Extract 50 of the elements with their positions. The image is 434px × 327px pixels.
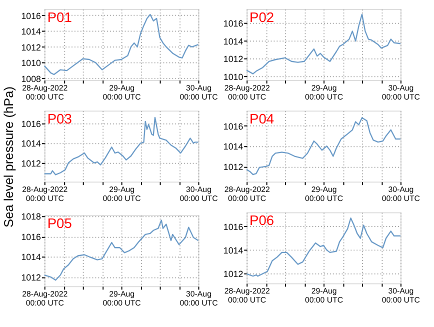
x-tick-label: 30-Aug 00:00 UTC — [382, 83, 420, 102]
x-tick-label: 29-Aug 00:00 UTC — [102, 290, 142, 308]
x-tick-label: 30-Aug 00:00 UTC — [180, 290, 218, 308]
y-tick-label: 1012 — [223, 162, 244, 172]
line-series — [44, 14, 199, 76]
y-tick-label: 1016 — [223, 18, 244, 29]
chart-title: P04 — [250, 111, 274, 126]
y-tick-label: 1010 — [21, 58, 41, 68]
y-tick-label: 1012 — [223, 269, 244, 280]
line-series — [44, 220, 199, 281]
y-tick-label: 1014 — [223, 246, 244, 256]
chart-title: P03 — [47, 111, 72, 126]
y-axis-title: Sea level pressure (hPa) — [0, 86, 16, 228]
x-tick-label: 28-Aug-2022 00:00 UTC — [22, 83, 68, 102]
chart-title: P05 — [47, 216, 72, 231]
y-tick-label: 1014 — [223, 36, 244, 46]
y-tick-label: 1018 — [21, 212, 41, 222]
y-tick-label: 1014 — [21, 252, 41, 262]
x-tick-label: 30-Aug 00:00 UTC — [382, 286, 420, 304]
x-tick-label: 28-Aug-2022 00:00 UTC — [224, 83, 270, 102]
x-tick-label: 30-Aug 00:00 UTC — [382, 184, 420, 203]
x-tick-label: 29-Aug 00:00 UTC — [304, 286, 344, 304]
y-tick-label: 1016 — [21, 232, 41, 242]
x-tick-label: 29-Aug 00:00 UTC — [304, 184, 344, 203]
x-tick-label: 28-Aug-2022 00:00 UTC — [224, 286, 270, 304]
x-tick-label: 30-Aug 00:00 UTC — [180, 184, 218, 203]
x-tick-label: 30-Aug 00:00 UTC — [180, 83, 218, 102]
y-tick-label: 1012 — [21, 158, 41, 168]
y-tick-label: 1016 — [21, 118, 41, 129]
y-tick-label: 1016 — [223, 222, 244, 232]
chart-title: P02 — [250, 10, 274, 25]
y-tick-label: 1010 — [223, 72, 244, 82]
y-tick-label: 1014 — [21, 138, 41, 149]
y-tick-label: 1014 — [223, 142, 244, 152]
x-tick-label: 29-Aug 00:00 UTC — [102, 184, 142, 203]
x-tick-label: 28-Aug-2022 00:00 UTC — [22, 184, 68, 203]
x-tick-label: 28-Aug-2022 00:00 UTC — [22, 290, 68, 308]
y-tick-label: 1008 — [21, 74, 41, 84]
line-series — [246, 14, 402, 74]
y-tick-label: 1012 — [21, 272, 41, 283]
x-tick-label: 29-Aug 00:00 UTC — [102, 83, 142, 102]
chart-title: P01 — [47, 10, 72, 25]
y-tick-label: 1016 — [21, 10, 41, 21]
x-tick-label: 29-Aug 00:00 UTC — [304, 83, 344, 102]
y-tick-label: 1012 — [223, 54, 244, 64]
y-tick-label: 1012 — [21, 42, 41, 52]
y-tick-label: 1014 — [21, 26, 41, 37]
x-tick-label: 28-Aug-2022 00:00 UTC — [224, 184, 270, 203]
y-tick-label: 1016 — [223, 121, 244, 132]
chart-title: P06 — [250, 213, 274, 228]
